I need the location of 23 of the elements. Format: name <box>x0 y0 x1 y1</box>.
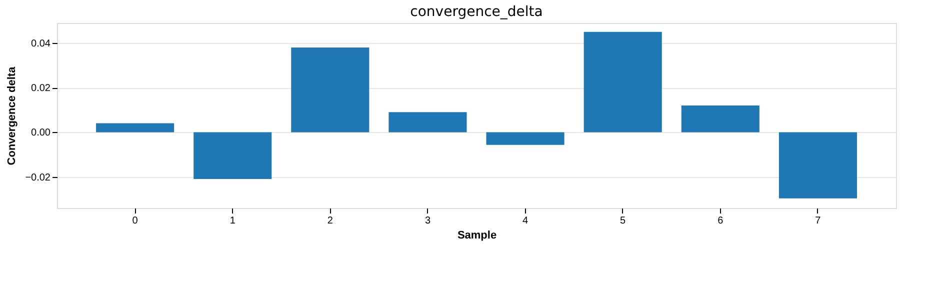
bar <box>291 48 370 132</box>
x-axis-title: Sample <box>457 230 497 242</box>
x-tick-label: 5 <box>620 216 626 226</box>
y-tick-label: 0.04 <box>31 38 51 50</box>
y-tick-label: 0.02 <box>31 83 51 94</box>
chart-title: convergence_delta <box>410 4 543 20</box>
x-tick-label: 4 <box>522 216 528 226</box>
y-tick-label: −0.02 <box>25 172 51 184</box>
x-tick-label: 0 <box>132 216 138 226</box>
x-tick-label: 1 <box>230 216 236 226</box>
bar <box>778 132 857 198</box>
x-tick-label: 7 <box>815 216 822 226</box>
x-tick-label: 3 <box>424 216 431 226</box>
y-axis-title: Convergence delta <box>6 66 18 166</box>
bar <box>96 123 174 132</box>
bar <box>486 132 564 145</box>
bar <box>584 32 662 132</box>
bar <box>388 112 467 132</box>
x-tick-label: 2 <box>327 216 334 226</box>
bar <box>681 105 760 132</box>
bar <box>194 132 272 180</box>
y-tick-label: 0.00 <box>31 128 51 139</box>
x-tick-label: 6 <box>718 216 724 226</box>
